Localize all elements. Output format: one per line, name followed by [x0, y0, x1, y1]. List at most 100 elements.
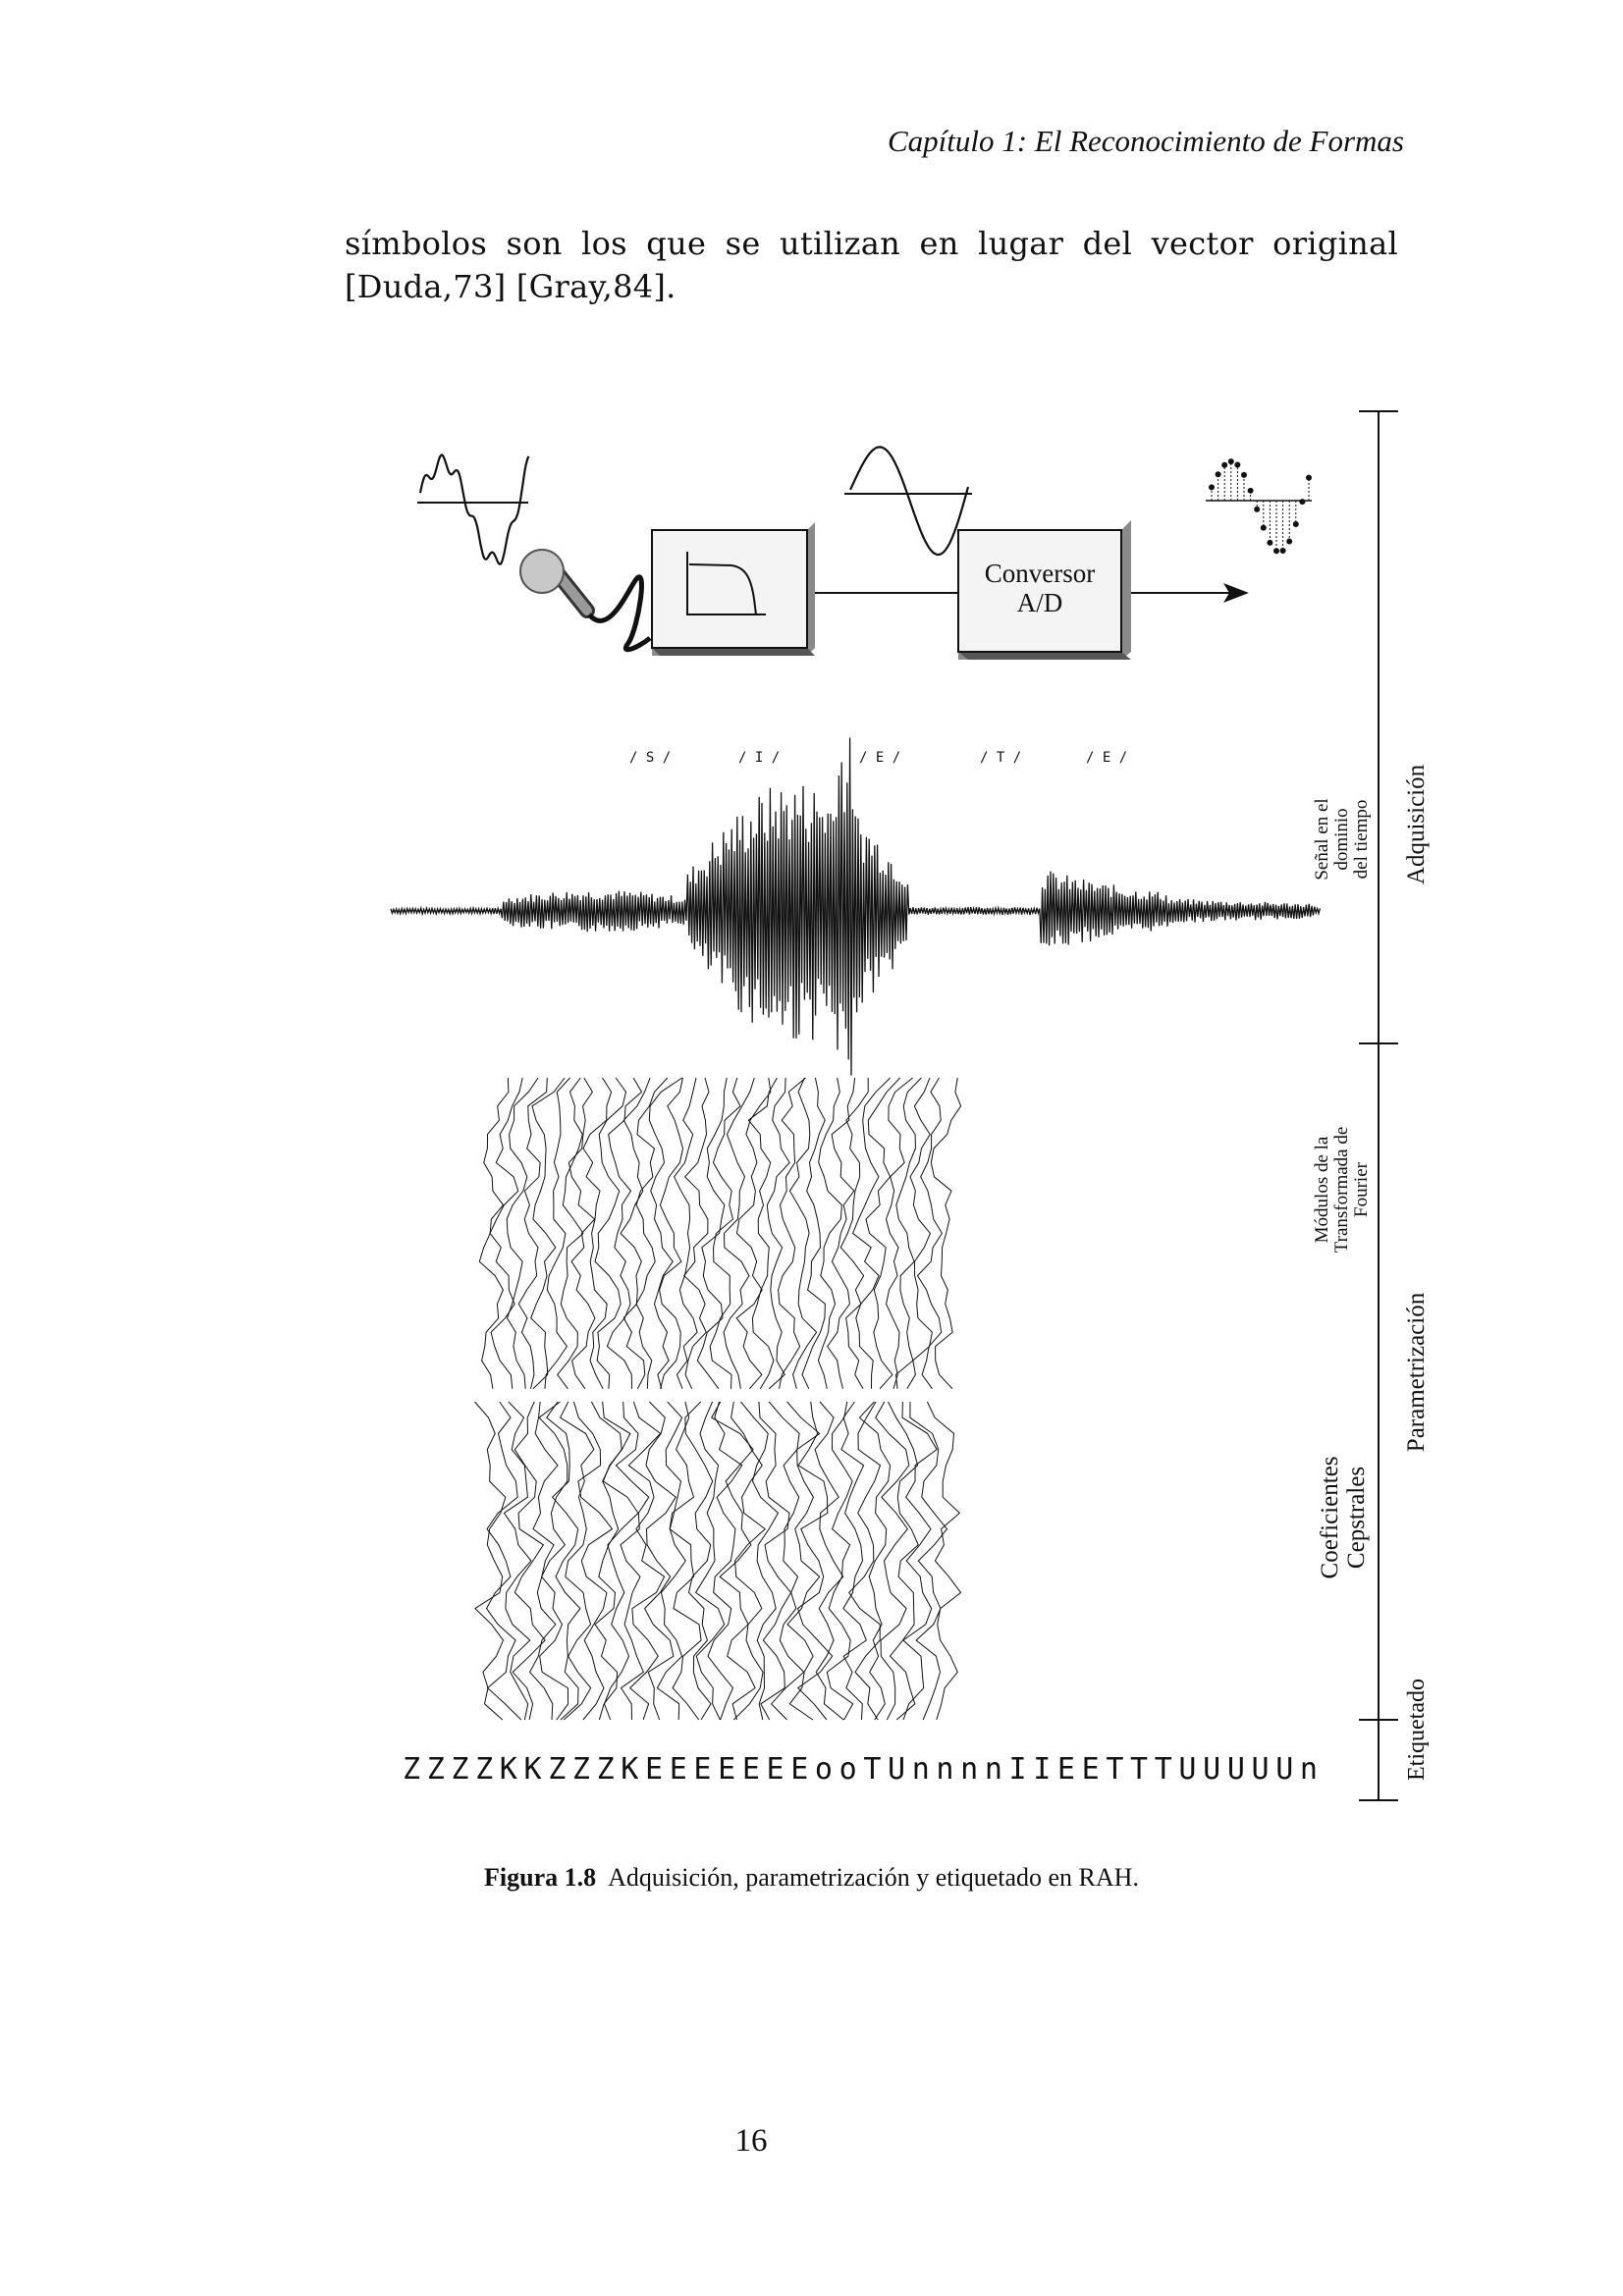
cepstral-line [840, 1401, 867, 1721]
cepstral-line [875, 1401, 910, 1721]
sample-point [1215, 471, 1221, 478]
cepstral-line [684, 1401, 714, 1721]
spectrum-line [839, 1078, 869, 1390]
word: que [646, 225, 707, 262]
cepstral-line [901, 1401, 938, 1721]
cepstral-line [711, 1401, 756, 1721]
spectrum-line [801, 1077, 826, 1390]
spectrum-line [506, 1077, 539, 1389]
cepstral-line [602, 1401, 639, 1721]
cepstral-line [730, 1401, 766, 1721]
cepstral-line [758, 1401, 792, 1721]
spectrum-line [648, 1077, 683, 1389]
speech-waveform [390, 737, 1322, 1076]
cepstral-line [694, 1401, 726, 1721]
spectrum-line [817, 1077, 842, 1389]
word: del [1082, 225, 1133, 262]
cepstral-coefficients [474, 1401, 962, 1721]
cepstral-line [740, 1401, 780, 1721]
sample-point [1227, 458, 1234, 465]
section-label-acquisition: Adquisición [1403, 764, 1430, 884]
ad-converter-box: Conversor A/D [957, 520, 1131, 660]
cepstral-line [826, 1401, 854, 1721]
word: símbolos [345, 225, 488, 262]
spectrum-line [606, 1077, 643, 1389]
sample-point [1292, 521, 1299, 528]
converter-label-line2: A/D [1017, 588, 1063, 617]
row-label-line: Módulos de la [1312, 1136, 1332, 1243]
running-header: Capítulo 1: El Reconocimiento de Formas [887, 124, 1404, 158]
sample-point [1209, 484, 1215, 491]
word: los [581, 225, 627, 262]
sampled-signal [1206, 458, 1312, 555]
row-label-cepstral: Coeficientes Cepstrales [1317, 1457, 1370, 1579]
sample-point [1247, 487, 1254, 494]
phoneme-marks: / S / / I / / E / / T / / E / [629, 750, 1127, 766]
spectrum-line [747, 1077, 778, 1390]
cepstral-line [848, 1401, 882, 1721]
spectrum-line [709, 1077, 741, 1389]
spectrum-line [674, 1077, 698, 1389]
spectrum-line [865, 1077, 901, 1390]
word: lugar [978, 225, 1064, 262]
section-label-parametrization: Parametrización [1403, 1292, 1430, 1452]
row-label-line: dominio [1331, 808, 1352, 870]
acquisition-diagram: Conversor A/D [417, 446, 1312, 660]
spectrum-line [635, 1077, 669, 1389]
word: vector [1151, 225, 1254, 262]
page-number: 16 [734, 2123, 768, 2159]
arrow-right-icon [1131, 583, 1249, 603]
row-label-line: Coeficientes [1317, 1457, 1343, 1579]
spectrum-line [723, 1077, 755, 1389]
row-label-line: Fourier [1351, 1161, 1372, 1217]
word: utilizan [779, 225, 901, 262]
cepstral-line [768, 1401, 805, 1721]
cepstral-line [926, 1401, 962, 1721]
row-label-line: del tiempo [1351, 800, 1372, 880]
cepstral-line [615, 1401, 650, 1721]
phoneme-mark: / E / [859, 750, 900, 766]
word: son [506, 225, 563, 262]
phoneme-mark: / I / [738, 750, 780, 766]
analog-waveform-noisy [417, 454, 530, 565]
body-line-2: [Duda,73] [Gray,84]. [345, 268, 676, 305]
spectrum-line [916, 1077, 943, 1390]
section-label: Etiquetado [1404, 1679, 1430, 1781]
filter-response-icon [686, 552, 766, 615]
row-label-line: Transformada de [1331, 1127, 1352, 1254]
spectrum-line [766, 1077, 790, 1390]
sample-point [1254, 506, 1261, 512]
analog-waveform-filtered [844, 446, 972, 557]
spectrum-line [827, 1077, 856, 1389]
spectrum-line [517, 1077, 548, 1389]
cepstral-line [474, 1401, 507, 1721]
cepstral-line [858, 1401, 892, 1721]
cepstral-line [512, 1401, 546, 1721]
sample-point [1286, 538, 1293, 545]
cepstral-line [627, 1401, 666, 1721]
spectrum-line [778, 1077, 806, 1389]
word: se [725, 225, 761, 262]
row-label-line: Cepstrales [1343, 1467, 1370, 1569]
phoneme-mark: / S / [629, 750, 671, 766]
spectrum-line [683, 1077, 710, 1390]
spectrum-line [594, 1077, 627, 1389]
sample-point [1234, 461, 1241, 468]
section-label-labeling: Etiquetado [1404, 1679, 1430, 1781]
row-label-fourier: Módulos de la Transformada de Fourier [1312, 1127, 1372, 1254]
cepstral-line [528, 1401, 559, 1721]
cepstral-line [572, 1401, 614, 1721]
label-sequence: Z Z Z Z K K Z Z Z K E E E E E E E o o T … [403, 1752, 1318, 1787]
word: original [1272, 225, 1398, 262]
cepstral-line [909, 1401, 948, 1721]
row-label-time-signal: Señal en el dominio del tiempo [1312, 798, 1372, 880]
spectrum-line [544, 1077, 570, 1389]
caption-text: Adquisición, parametrización y etiquetad… [608, 1863, 1139, 1892]
cepstral-line [796, 1401, 834, 1721]
converter-label: Conversor [985, 559, 1095, 588]
body-paragraph: símbolos son los que se utilizan en luga… [345, 222, 1398, 308]
cepstral-line [503, 1401, 532, 1721]
cepstral-line [559, 1401, 595, 1721]
spectrum-line [894, 1077, 922, 1389]
